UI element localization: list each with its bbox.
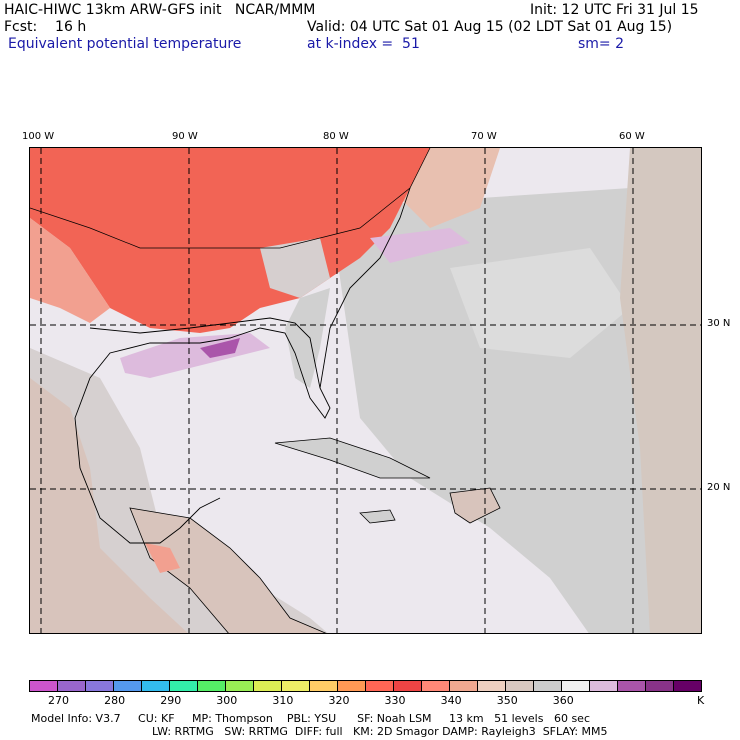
colorbar-swatch: [646, 681, 674, 691]
colorbar-swatch: [422, 681, 450, 691]
colorbar-swatch: [86, 681, 114, 691]
model-info: Model Info: V3.7 CU: KF MP: Thompson PBL…: [31, 712, 591, 725]
colorbar-swatch: [114, 681, 142, 691]
atlantic-coastline: [319, 187, 411, 389]
peach-field-texas: [30, 218, 110, 323]
colorbar-swatch: [562, 681, 590, 691]
colorbar-swatch: [674, 681, 701, 691]
colorbar-swatch: [58, 681, 86, 691]
state-boundaries: [30, 148, 431, 249]
colorbar-swatch: [394, 681, 422, 691]
init-time: Init: 12 UTC Fri 31 Jul 15: [530, 2, 699, 18]
colorbar-label: 310: [272, 694, 294, 707]
colorbar-label: 320: [328, 694, 350, 707]
colorbar-swatch: [30, 681, 58, 691]
colorbar-swatch: [506, 681, 534, 691]
colorbar-swatch: [478, 681, 506, 691]
lon-label-80w: 80 W: [323, 131, 349, 142]
physics-info: LW: RRTMG SW: RRTMG DIFF: full KM: 2D Sm…: [152, 725, 608, 738]
theta-e-map: [29, 147, 702, 634]
colorbar-label: 270: [48, 694, 70, 707]
colorbar: [29, 680, 702, 692]
colorbar-swatch: [170, 681, 198, 691]
mexico-coastline: [74, 417, 221, 544]
colorbar-label: 350: [496, 694, 518, 707]
colorbar-label: 340: [440, 694, 462, 707]
colorbar-label: 300: [216, 694, 238, 707]
lat-label-20n: 20 N: [707, 482, 731, 493]
lon-label-100w: 100 W: [22, 131, 55, 142]
colorbar-swatch: [198, 681, 226, 691]
colorbar-label: 290: [160, 694, 182, 707]
colorbar-swatch: [282, 681, 310, 691]
lat-label-30n: 30 N: [707, 318, 731, 329]
colorbar-swatch: [226, 681, 254, 691]
colorbar-label: 360: [552, 694, 574, 707]
colorbar-swatch: [254, 681, 282, 691]
warm-field-southeast-us: [30, 148, 430, 333]
smoothing: sm= 2: [578, 36, 625, 52]
colorbar-unit: K: [697, 694, 705, 707]
colorbar-swatch: [310, 681, 338, 691]
grey-patch-georgia: [260, 238, 330, 298]
map-canvas: [30, 148, 701, 633]
lon-label-60w: 60 W: [619, 131, 645, 142]
lon-label-70w: 70 W: [471, 131, 497, 142]
field-name: Equivalent potential temperature: [8, 36, 242, 52]
colorbar-swatch: [366, 681, 394, 691]
jamaica: [359, 509, 396, 524]
colorbar-swatch: [618, 681, 646, 691]
gulf-coastline: [74, 317, 331, 419]
lon-label-90w: 90 W: [172, 131, 198, 142]
colorbar-swatch: [142, 681, 170, 691]
colorbar-swatch: [338, 681, 366, 691]
grey-patch-1: [450, 248, 630, 358]
valid-time: Valid: 04 UTC Sat 01 Aug 15 (02 LDT Sat …: [307, 19, 673, 35]
forecast-hour: Fcst: 16 h: [4, 19, 87, 35]
tan-field-mexico: [30, 378, 188, 633]
colorbar-swatch: [534, 681, 562, 691]
graticule: [30, 148, 701, 633]
warm-patch-central-america: [145, 543, 180, 573]
header-title: HAIC-HIWC 13km ARW-GFS init NCAR/MMM: [4, 2, 316, 18]
colorbar-label: 330: [384, 694, 406, 707]
florida-field: [285, 288, 330, 388]
colorbar-swatch: [450, 681, 478, 691]
purple-core-gulf: [200, 338, 240, 358]
peach-patch-northeast: [400, 148, 500, 228]
tan-field-east: [620, 148, 701, 633]
cuba: [274, 437, 431, 479]
k-index: at k-index = 51: [307, 36, 420, 52]
colorbar-swatch: [590, 681, 618, 691]
lavender-band-atlantic: [370, 228, 470, 263]
central-america: [129, 507, 327, 633]
colorbar-label: 280: [104, 694, 126, 707]
